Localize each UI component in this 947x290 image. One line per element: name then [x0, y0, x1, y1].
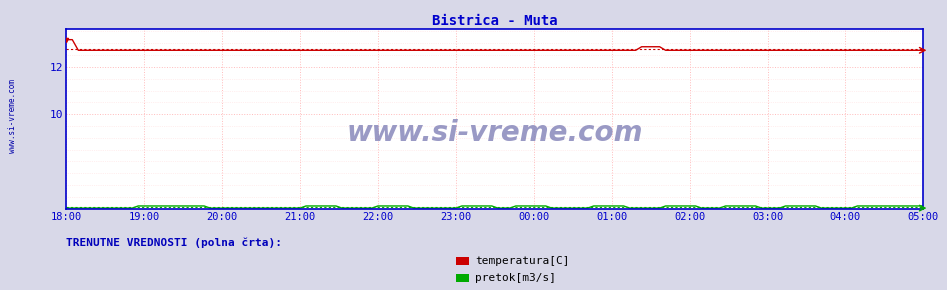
Text: temperatura[C]: temperatura[C] — [475, 256, 570, 266]
Text: TRENUTNE VREDNOSTI (polna črta):: TRENUTNE VREDNOSTI (polna črta): — [66, 238, 282, 249]
Text: www.si-vreme.com: www.si-vreme.com — [8, 79, 17, 153]
Text: pretok[m3/s]: pretok[m3/s] — [475, 273, 557, 283]
Text: www.si-vreme.com: www.si-vreme.com — [347, 119, 643, 147]
Title: Bistrica - Muta: Bistrica - Muta — [432, 14, 558, 28]
